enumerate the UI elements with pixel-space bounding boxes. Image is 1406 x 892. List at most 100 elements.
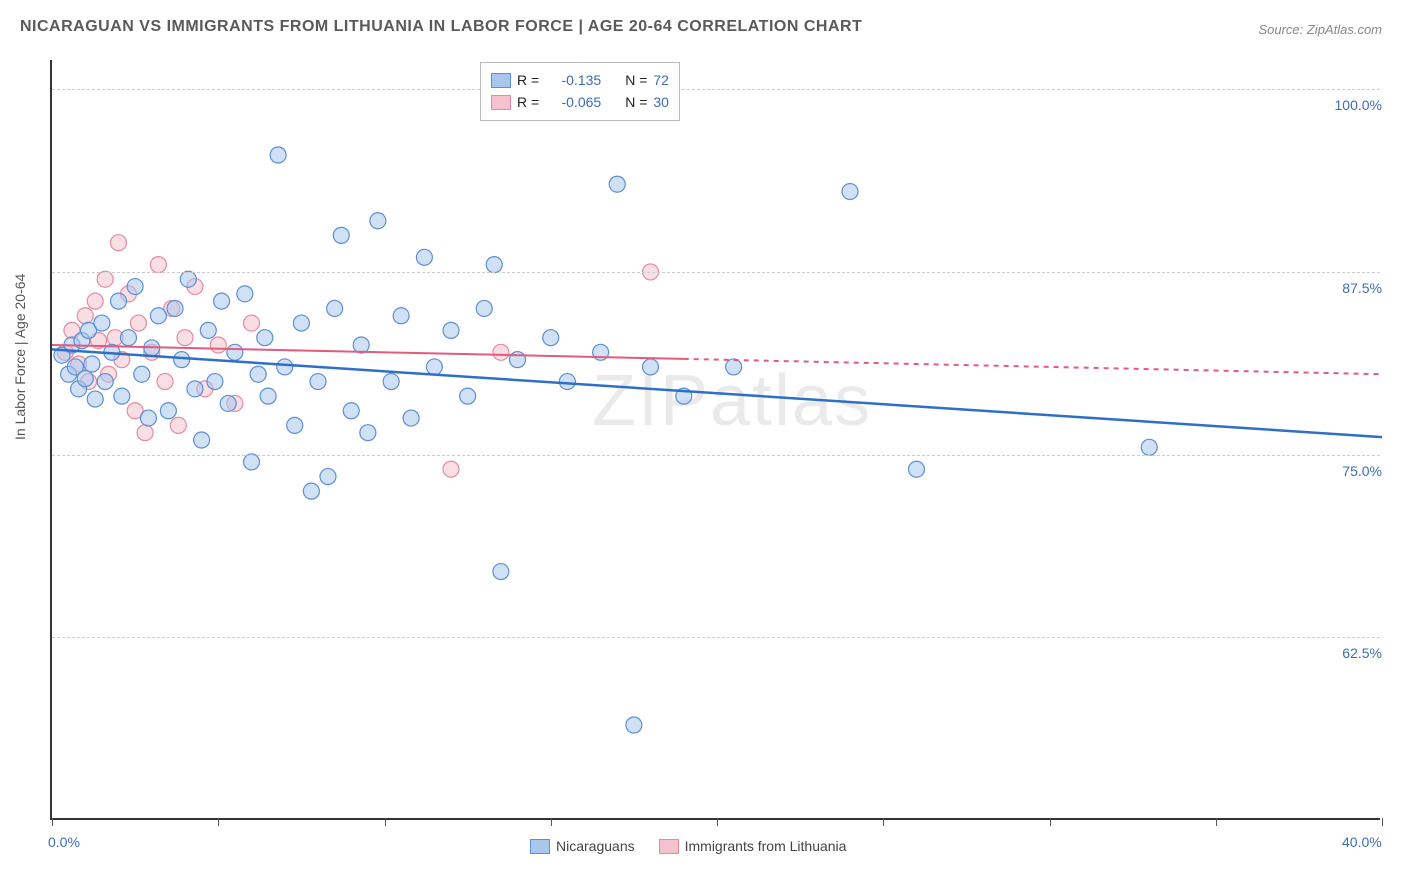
data-point <box>130 315 146 331</box>
data-point <box>443 461 459 477</box>
x-tick <box>218 818 219 826</box>
data-point <box>111 293 127 309</box>
data-point <box>167 300 183 316</box>
data-point <box>643 359 659 375</box>
data-point <box>353 337 369 353</box>
data-point <box>137 425 153 441</box>
legend-series-item: Nicaraguans <box>530 838 635 854</box>
data-point <box>320 469 336 485</box>
data-point <box>416 249 432 265</box>
data-point <box>177 330 193 346</box>
legend-swatch <box>530 839 550 854</box>
data-point <box>343 403 359 419</box>
data-point <box>94 315 110 331</box>
data-point <box>726 359 742 375</box>
data-point <box>909 461 925 477</box>
data-point <box>277 359 293 375</box>
data-point <box>114 388 130 404</box>
data-point <box>486 257 502 273</box>
data-point <box>493 344 509 360</box>
legend-stats: R = -0.135 N = 72R = -0.065 N = 30 <box>480 62 680 121</box>
data-point <box>443 322 459 338</box>
data-point <box>426 359 442 375</box>
y-tick-label: 75.0% <box>1322 463 1382 479</box>
data-point <box>207 374 223 390</box>
data-point <box>120 330 136 346</box>
gridline <box>52 272 1380 273</box>
y-tick-label: 100.0% <box>1322 97 1382 113</box>
data-point <box>383 374 399 390</box>
data-point <box>250 366 266 382</box>
data-point <box>150 308 166 324</box>
data-point <box>370 213 386 229</box>
legend-stat-row: R = -0.135 N = 72 <box>491 69 669 91</box>
x-tick-label: 40.0% <box>1342 834 1382 850</box>
data-point <box>87 391 103 407</box>
legend-swatch <box>491 95 511 110</box>
data-point <box>77 308 93 324</box>
data-point <box>97 374 113 390</box>
data-point <box>270 147 286 163</box>
data-point <box>403 410 419 426</box>
chart-title: NICARAGUAN VS IMMIGRANTS FROM LITHUANIA … <box>20 18 862 36</box>
data-point <box>157 374 173 390</box>
data-point <box>460 388 476 404</box>
x-tick <box>883 818 884 826</box>
legend-series-label: Nicaraguans <box>556 838 635 854</box>
data-point <box>84 356 100 372</box>
n-value: 72 <box>653 69 669 91</box>
data-point <box>180 271 196 287</box>
data-point <box>134 366 150 382</box>
x-tick <box>717 818 718 826</box>
data-point <box>543 330 559 346</box>
data-point <box>609 176 625 192</box>
n-value: 30 <box>653 91 669 113</box>
data-point <box>244 315 260 331</box>
x-tick <box>1216 818 1217 826</box>
chart-container: NICARAGUAN VS IMMIGRANTS FROM LITHUANIA … <box>0 0 1406 892</box>
data-point <box>260 388 276 404</box>
plot-area: ZIPatlas 62.5%75.0%87.5%100.0%0.0%40.0% <box>50 60 1380 820</box>
r-value: -0.065 <box>545 91 601 113</box>
data-point <box>244 454 260 470</box>
x-tick-label: 0.0% <box>48 834 80 850</box>
r-label: R = <box>517 69 539 91</box>
data-point <box>287 417 303 433</box>
data-point <box>214 293 230 309</box>
data-point <box>310 374 326 390</box>
legend-stat-row: R =-0.065N =30 <box>491 91 669 113</box>
x-tick <box>385 818 386 826</box>
legend-series: NicaraguansImmigrants from Lithuania <box>530 838 846 854</box>
data-point <box>194 432 210 448</box>
gridline <box>52 455 1380 456</box>
x-tick <box>52 818 53 826</box>
chart-svg <box>52 60 1380 818</box>
data-point <box>227 344 243 360</box>
y-axis-title: In Labor Force | Age 20-64 <box>12 274 28 440</box>
data-point <box>510 352 526 368</box>
r-value: -0.135 <box>545 69 601 91</box>
x-tick <box>1050 818 1051 826</box>
data-point <box>303 483 319 499</box>
data-point <box>559 374 575 390</box>
data-point <box>127 279 143 295</box>
x-tick <box>1382 818 1383 826</box>
data-point <box>1141 439 1157 455</box>
data-point <box>150 257 166 273</box>
data-point <box>493 564 509 580</box>
x-tick <box>551 818 552 826</box>
data-point <box>160 403 176 419</box>
data-point <box>333 227 349 243</box>
data-point <box>97 271 113 287</box>
data-point <box>187 381 203 397</box>
data-point <box>77 371 93 387</box>
data-point <box>293 315 309 331</box>
data-point <box>174 352 190 368</box>
data-point <box>327 300 343 316</box>
n-label: N = <box>625 69 647 91</box>
gridline <box>52 637 1380 638</box>
y-tick-label: 62.5% <box>1322 645 1382 661</box>
n-label: N = <box>625 91 647 113</box>
source-label: Source: ZipAtlas.com <box>1258 22 1382 37</box>
data-point <box>87 293 103 309</box>
